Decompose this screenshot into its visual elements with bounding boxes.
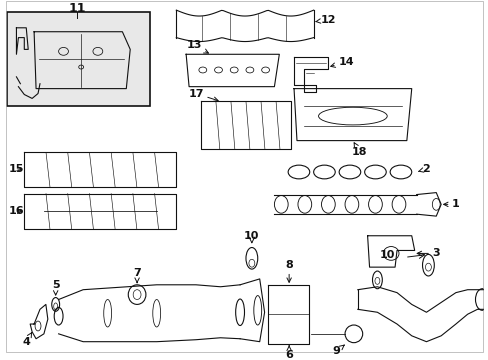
Text: 14: 14 <box>330 57 353 67</box>
Bar <box>7 12 149 106</box>
Text: 18: 18 <box>351 143 367 157</box>
Text: 12: 12 <box>315 15 335 25</box>
Text: 4: 4 <box>22 333 32 347</box>
Text: 10: 10 <box>244 231 259 241</box>
Text: 17: 17 <box>188 89 218 102</box>
Text: 1: 1 <box>443 199 459 210</box>
Text: 10: 10 <box>379 250 394 260</box>
Text: 16: 16 <box>9 206 24 216</box>
Text: 13: 13 <box>186 40 208 53</box>
Text: 3: 3 <box>416 248 439 258</box>
Text: 9: 9 <box>332 345 344 356</box>
Text: 8: 8 <box>285 260 292 282</box>
Text: 15: 15 <box>9 164 24 174</box>
Text: 6: 6 <box>285 346 292 360</box>
Text: 5: 5 <box>52 280 60 295</box>
Text: 2: 2 <box>418 164 429 174</box>
Text: 11: 11 <box>68 2 86 15</box>
Text: 7: 7 <box>133 268 141 283</box>
